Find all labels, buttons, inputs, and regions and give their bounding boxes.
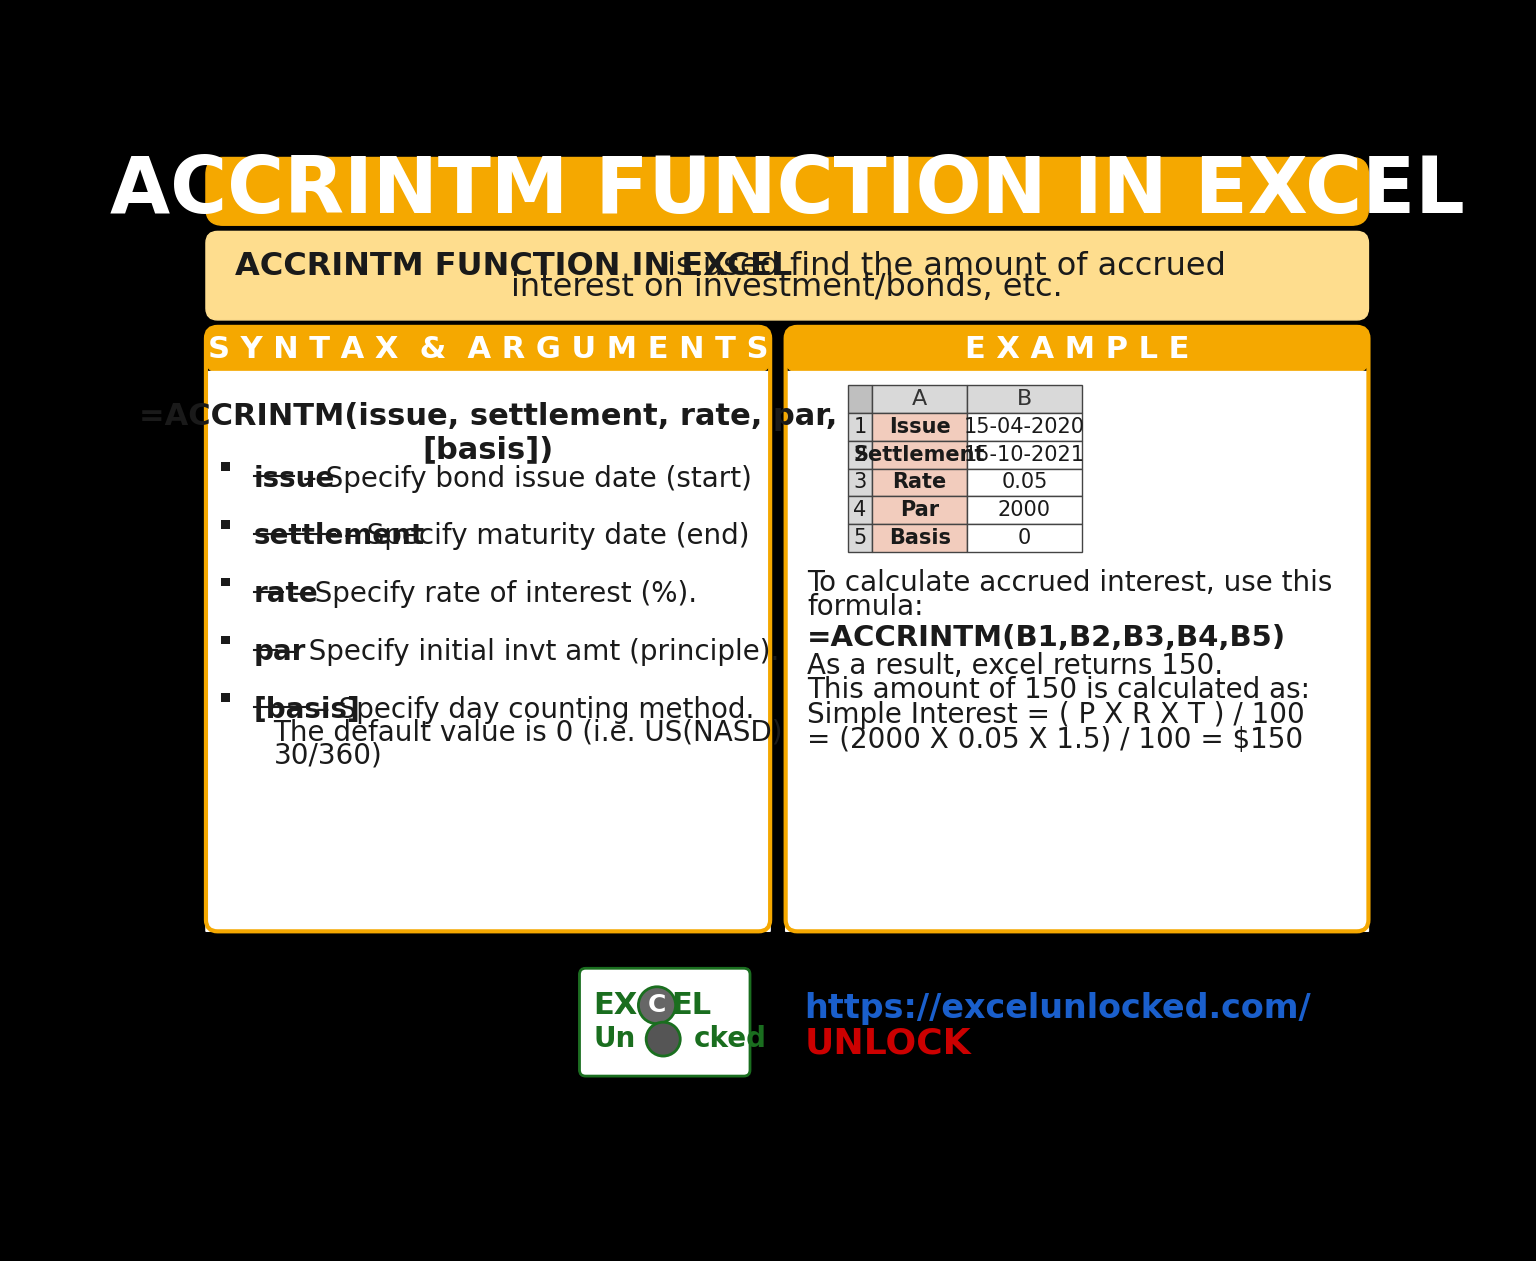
Bar <box>968 497 1081 525</box>
Bar <box>848 497 872 525</box>
Text: A: A <box>912 390 928 410</box>
Bar <box>872 386 968 414</box>
Text: par: par <box>253 638 306 666</box>
Text: C: C <box>648 994 667 1018</box>
Text: Issue: Issue <box>889 417 951 438</box>
Text: issue: issue <box>253 465 335 493</box>
Bar <box>872 525 968 552</box>
Text: EL: EL <box>671 991 711 1020</box>
FancyBboxPatch shape <box>579 968 750 1076</box>
Text: interest on investment/bonds, etc.: interest on investment/bonds, etc. <box>511 272 1063 303</box>
Text: cked: cked <box>694 1025 766 1053</box>
FancyBboxPatch shape <box>206 372 770 932</box>
Text: 30/360): 30/360) <box>273 741 382 770</box>
Text: – Specify initial invt amt (principle).: – Specify initial invt amt (principle). <box>278 638 780 666</box>
Text: 1: 1 <box>854 417 866 438</box>
Text: 3: 3 <box>854 473 866 492</box>
Text: 0: 0 <box>1018 528 1031 547</box>
Bar <box>848 469 872 497</box>
Bar <box>848 386 872 414</box>
Text: As a result, excel returns 150.: As a result, excel returns 150. <box>808 652 1224 680</box>
Bar <box>872 497 968 525</box>
FancyBboxPatch shape <box>206 232 1369 320</box>
Text: – Specify day counting method.: – Specify day counting method. <box>307 696 754 724</box>
Bar <box>221 463 230 470</box>
Text: – Specify rate of interest (%).: – Specify rate of interest (%). <box>284 580 697 608</box>
Text: 0.05: 0.05 <box>1001 473 1048 492</box>
Text: ACCRINTM FUNCTION IN EXCEL: ACCRINTM FUNCTION IN EXCEL <box>111 154 1464 230</box>
Bar <box>848 414 872 441</box>
Text: 2: 2 <box>854 445 866 465</box>
Text: EX: EX <box>593 991 637 1020</box>
Text: Rate: Rate <box>892 473 946 492</box>
Bar <box>872 414 968 441</box>
Text: Un: Un <box>593 1025 636 1053</box>
Text: To calculate accrued interest, use this: To calculate accrued interest, use this <box>808 569 1333 596</box>
FancyBboxPatch shape <box>785 327 1369 372</box>
FancyBboxPatch shape <box>206 327 770 372</box>
Text: E X A M P L E: E X A M P L E <box>965 334 1189 363</box>
Text: – Specify bond issue date (start): – Specify bond issue date (start) <box>295 465 753 493</box>
Bar <box>968 469 1081 497</box>
Bar <box>968 414 1081 441</box>
Text: ACCRINTM FUNCTION IN EXCEL: ACCRINTM FUNCTION IN EXCEL <box>235 251 793 281</box>
Text: rate: rate <box>253 580 318 608</box>
Text: formula:: formula: <box>808 593 923 622</box>
Text: is used find the amount of accrued: is used find the amount of accrued <box>657 251 1226 281</box>
Text: Basis: Basis <box>889 528 951 547</box>
Text: 2000: 2000 <box>998 501 1051 520</box>
Text: https://excelunlocked.com/: https://excelunlocked.com/ <box>805 992 1312 1025</box>
Text: 5: 5 <box>854 528 866 547</box>
Bar <box>848 525 872 552</box>
Text: =ACCRINTM(B1,B2,B3,B4,B5): =ACCRINTM(B1,B2,B3,B4,B5) <box>808 624 1287 652</box>
FancyBboxPatch shape <box>785 372 1369 932</box>
Bar <box>968 441 1081 469</box>
FancyBboxPatch shape <box>206 158 1369 226</box>
Text: S Y N T A X  &  A R G U M E N T S: S Y N T A X & A R G U M E N T S <box>207 334 768 363</box>
Text: – Specify maturity date (end): – Specify maturity date (end) <box>335 522 750 551</box>
Bar <box>872 469 968 497</box>
Bar <box>221 520 230 528</box>
Text: 4: 4 <box>854 501 866 520</box>
Bar <box>872 441 968 469</box>
Text: [basis]: [basis] <box>253 696 361 724</box>
Bar <box>221 636 230 644</box>
Bar <box>968 386 1081 414</box>
Text: B: B <box>1017 390 1032 410</box>
Text: =ACCRINTM(issue, settlement, rate, par,: =ACCRINTM(issue, settlement, rate, par, <box>138 402 837 431</box>
Text: 15-10-2021: 15-10-2021 <box>965 445 1084 465</box>
Text: settlement: settlement <box>253 522 425 551</box>
Text: [basis]): [basis]) <box>422 435 553 464</box>
Text: = (2000 X 0.05 X 1.5) / 100 = $150: = (2000 X 0.05 X 1.5) / 100 = $150 <box>808 726 1304 754</box>
Circle shape <box>647 1023 680 1055</box>
Text: Par: Par <box>900 501 940 520</box>
Text: 15-04-2020: 15-04-2020 <box>965 417 1084 438</box>
Bar <box>221 694 230 702</box>
Bar <box>221 578 230 586</box>
Text: UNLOCK: UNLOCK <box>805 1026 971 1061</box>
Text: Simple Interest = ( P X R X T ) / 100: Simple Interest = ( P X R X T ) / 100 <box>808 701 1306 729</box>
Bar <box>848 441 872 469</box>
Circle shape <box>639 987 676 1024</box>
Bar <box>968 525 1081 552</box>
Text: This amount of 150 is calculated as:: This amount of 150 is calculated as: <box>808 676 1310 705</box>
Text: The default value is 0 (i.e. US(NASD): The default value is 0 (i.e. US(NASD) <box>273 719 783 747</box>
Text: Settlement: Settlement <box>854 445 986 465</box>
